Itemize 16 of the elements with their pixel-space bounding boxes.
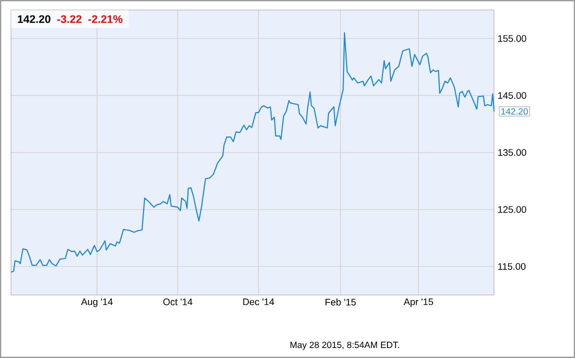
x-tick-label: Apr '15: [404, 298, 434, 308]
text: May 28 2015, 8:54AM EDT.: [290, 342, 399, 350]
x-tick-label: Aug '14: [81, 298, 113, 308]
x-tick-label: Dec '14: [243, 298, 274, 306]
annotation: 142.20: [501, 108, 528, 115]
annotation: -2.21%: [88, 15, 122, 23]
annotation: -3.22: [57, 15, 82, 24]
chart-title: 142.20: [18, 15, 50, 23]
x-tick-label: Oct '14: [163, 298, 192, 306]
y-tick-label: 125.00: [498, 206, 526, 213]
y-tick-label: 155.00: [498, 35, 526, 42]
y-tick-label: 145.00: [498, 92, 526, 99]
x-tick-label: Feb '15: [326, 298, 356, 306]
y-tick-label: 115.00: [498, 263, 526, 270]
y-tick-label: 135.00: [498, 149, 526, 156]
line-series: [10, 32, 495, 273]
